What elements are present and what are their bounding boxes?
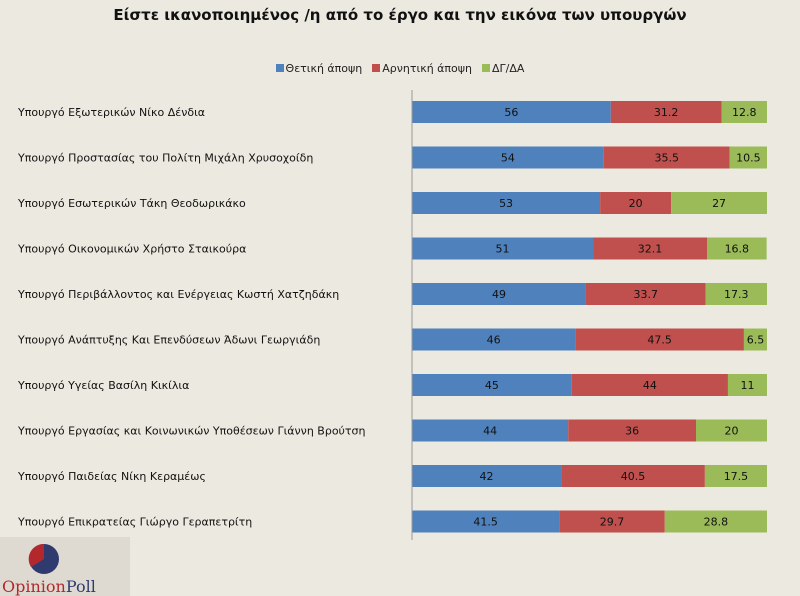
data-label: 51 — [496, 243, 510, 256]
data-label: 40.5 — [621, 470, 646, 483]
data-label: 54 — [501, 152, 515, 165]
data-label: 47.5 — [647, 334, 672, 347]
logo-globe-icon — [28, 543, 59, 574]
category-label: Υπουργό Παιδείας Νίκη Κεραμέως — [17, 470, 206, 483]
bar-segment — [729, 146, 767, 169]
opinionpoll-logo: OpinionPoll — [0, 537, 130, 596]
legend-item: ΔΓ/ΔΑ — [482, 62, 524, 75]
data-label: 29.7 — [600, 516, 625, 529]
legend-swatch — [482, 64, 491, 72]
category-label: Υπουργό Εργασίας και Κοινωνικών Υποθέσεω… — [17, 425, 366, 438]
bar-segment — [743, 328, 767, 351]
bar-segment — [412, 510, 560, 533]
data-label: 11 — [740, 379, 754, 392]
bar-segment — [721, 101, 767, 123]
legend-swatch — [275, 64, 284, 72]
data-label: 41.5 — [473, 516, 498, 529]
bar-segment — [412, 237, 594, 260]
bar-segment — [412, 374, 572, 396]
bar-segment — [696, 419, 767, 442]
legend-label: Θετική άποψη — [285, 62, 363, 75]
data-label: 28.8 — [704, 516, 729, 529]
bar-segment — [610, 101, 722, 123]
chart-title: Είστε ικανοποιημένος /η από το έργο και … — [113, 6, 687, 24]
bar-segment — [412, 419, 569, 442]
category-label: Υπουργό Ανάπτυξης Και Επενδύσεων Άδωνι Γ… — [17, 334, 320, 347]
category-label: Υπουργό Οικονομικών Χρήστο Σταικούρα — [17, 243, 246, 256]
data-label: 44 — [483, 425, 497, 438]
category-label: Υπουργό Περιβάλλοντος και Ενέργειας Κωστ… — [17, 288, 339, 301]
bar-segment — [412, 101, 611, 123]
legend-label: Αρνητική άποψη — [382, 62, 473, 75]
data-label: 35.5 — [654, 152, 679, 165]
data-label: 12.8 — [732, 106, 757, 119]
category-label: Υπουργό Εσωτερικών Τάκη Θεοδωρικάκο — [17, 197, 246, 210]
data-label: 56 — [504, 106, 518, 119]
data-label: 32.1 — [638, 243, 663, 256]
bar-segment — [561, 465, 705, 487]
bar-segment — [704, 465, 767, 487]
bar-segment — [600, 192, 672, 214]
bar-segment — [412, 328, 576, 351]
category-label: Υπουργό Υγείας Βασίλη Κικίλια — [17, 379, 189, 392]
data-label: 17.5 — [724, 470, 749, 483]
bar-segment — [412, 192, 601, 214]
bar-segment — [671, 192, 767, 214]
bar-segment — [585, 283, 706, 305]
bar-segment — [705, 283, 767, 305]
bar-segment — [664, 510, 767, 533]
bar-segment — [727, 374, 767, 396]
data-label: 53 — [499, 197, 513, 210]
data-label: 31.2 — [654, 106, 679, 119]
data-label: 45 — [485, 379, 499, 392]
data-label: 17.3 — [724, 288, 749, 301]
bar-segment — [412, 465, 562, 487]
bar-segment — [575, 328, 744, 351]
data-label: 44 — [643, 379, 657, 392]
bar-segment — [568, 419, 696, 442]
data-label: 33.7 — [634, 288, 659, 301]
category-label: Υπουργό Εξωτερικών Νίκο Δένδια — [17, 106, 205, 119]
data-label: 16.8 — [725, 243, 750, 256]
data-label: 20 — [725, 425, 739, 438]
bar-segment — [559, 510, 665, 533]
category-label: Υπουργό Επικρατείας Γιώργο Γεραπετρίτη — [17, 516, 252, 529]
legend-swatch — [372, 64, 381, 72]
legend-item: Αρνητική άποψη — [372, 62, 472, 75]
legend-label: ΔΓ/ΔΑ — [492, 62, 525, 75]
bar-segment — [707, 237, 767, 260]
bar-segment — [571, 374, 728, 396]
bar-segment — [412, 146, 604, 169]
data-label: 42 — [480, 470, 494, 483]
bar-segment — [412, 283, 586, 305]
data-label: 20 — [629, 197, 643, 210]
data-label: 10.5 — [736, 152, 761, 165]
legend-item: Θετική άποψη — [275, 62, 363, 75]
category-label: Υπουργό Προστασίας του Πολίτη Μιχάλη Χρυ… — [17, 152, 313, 165]
legend: Θετική άποψη Αρνητική άποψη ΔΓ/ΔΑ — [0, 62, 800, 75]
data-label: 6.5 — [747, 334, 765, 347]
data-label: 49 — [492, 288, 506, 301]
data-label: 27 — [712, 197, 726, 210]
bar-segment — [603, 146, 730, 169]
data-label: 46 — [487, 334, 501, 347]
data-label: 36 — [625, 425, 639, 438]
bar-segment — [593, 237, 708, 260]
